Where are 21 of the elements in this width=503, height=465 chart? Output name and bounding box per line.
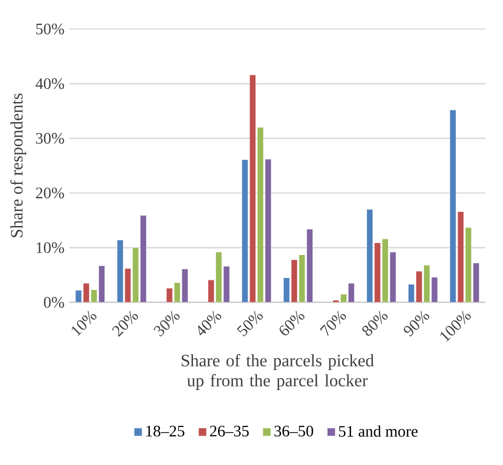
legend-label: 18–25 — [146, 426, 184, 436]
legend-label: 51 and more — [339, 425, 418, 437]
x-tick-label: 70% — [320, 310, 346, 336]
y-tick-label: 0% — [44, 296, 64, 308]
y-tick-label: 40% — [36, 78, 64, 90]
legend-label: 26–35 — [210, 426, 249, 436]
x-tick-label: 50% — [236, 310, 263, 336]
x-tick-label: 40% — [198, 310, 222, 336]
y-tick-label: 30% — [36, 132, 64, 144]
x-tick-label: 60% — [280, 310, 304, 336]
y-tick-label: 10% — [36, 242, 64, 254]
y-axis-title: Share of respondents — [10, 94, 26, 238]
x-tick-label: 10% — [72, 310, 96, 336]
y-tick-label: 20% — [36, 188, 64, 198]
x-tick-label: 30% — [154, 310, 180, 337]
x-tick-label: 80% — [362, 310, 388, 336]
x-tick-label: 90% — [404, 310, 430, 337]
x-tick-label: 20% — [112, 310, 138, 337]
legend-label: 36–50 — [274, 426, 314, 436]
x-axis-title: Share of the parcels picked up from the parcel locker — [182, 354, 374, 390]
y-tick-label: 50% — [36, 24, 64, 34]
